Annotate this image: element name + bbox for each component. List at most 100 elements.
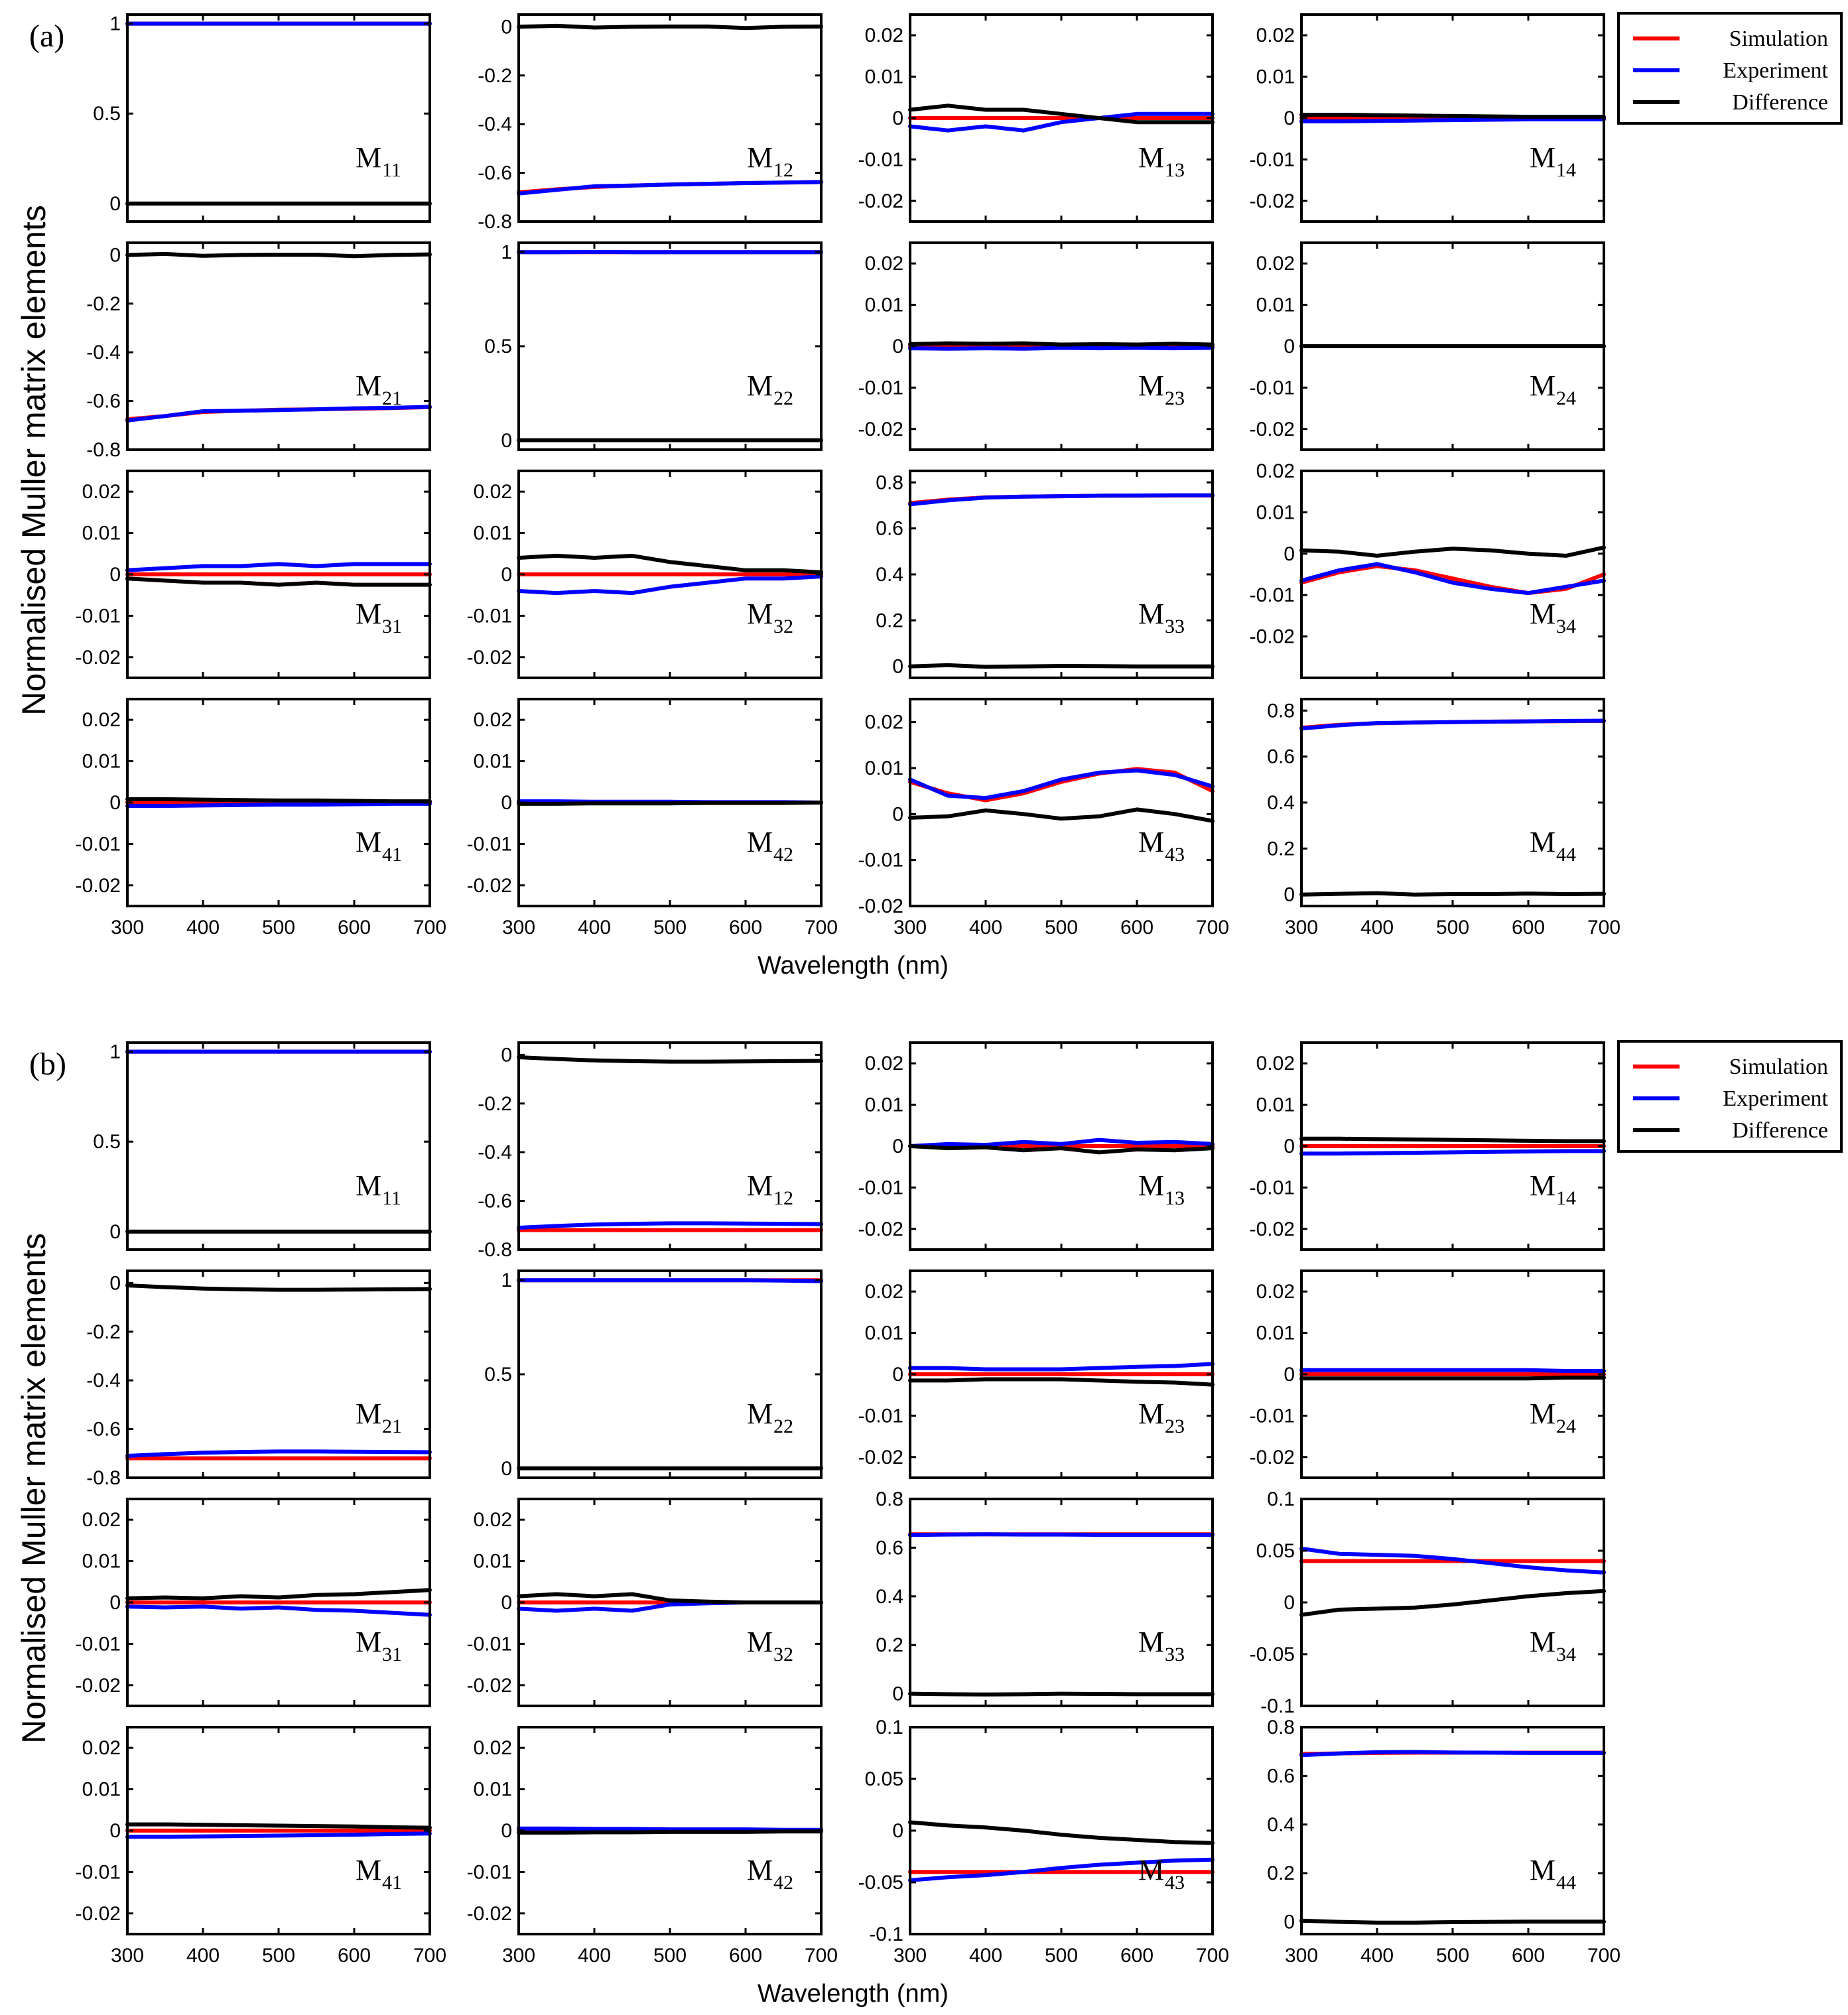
y-tick-label: 0.01	[865, 294, 903, 316]
y-tick-label: 0.02	[474, 481, 512, 503]
x-tick-label: 400	[186, 917, 220, 939]
y-tick-label: 0.5	[484, 336, 512, 358]
x-tick-label: 400	[578, 1945, 611, 1967]
subplot-m23: 0.02 0.01 0 -0.01 -0.02 M 23	[858, 1269, 1215, 1479]
subplot-m22: 0 0.5 1 M 22	[484, 241, 823, 452]
subplot-m13: 0.02 0.01 0 -0.01 -0.02 M 13	[858, 13, 1215, 223]
y-tick-label: 0.02	[82, 1509, 121, 1531]
y-tick-label: -0.01	[1250, 149, 1295, 170]
y-tick-label: 0.1	[1267, 1488, 1295, 1510]
y-tick-label: -0.02	[1250, 190, 1295, 212]
series-experiment-m44	[1299, 1750, 1606, 1758]
element-subscript: 11	[382, 1187, 401, 1209]
y-tick-label: 0.4	[876, 564, 903, 586]
series-difference-m43	[908, 1820, 1215, 1845]
y-tick-label: -0.01	[467, 1861, 512, 1883]
y-tick-label: 0	[501, 1592, 512, 1614]
series-difference-m21	[125, 1283, 432, 1292]
element-subscript: 42	[773, 1872, 793, 1894]
y-tick-label: 0.4	[1267, 792, 1295, 814]
element-label-m44: M	[1530, 1854, 1555, 1886]
element-label-m31: M	[356, 1626, 381, 1658]
series-difference-m23	[908, 1377, 1215, 1387]
series-experiment-m33	[908, 1532, 1215, 1537]
y-tick-label: 0.01	[865, 66, 903, 88]
element-label-m23: M	[1138, 1398, 1164, 1430]
y-tick-label: 0	[109, 564, 121, 586]
axes-frame	[909, 1498, 1214, 1707]
element-label-m41: M	[356, 1854, 381, 1886]
y-tick-label: 0	[892, 656, 903, 678]
series-experiment-m13	[908, 111, 1215, 133]
series-experiment-m14	[1299, 1149, 1606, 1156]
element-subscript: 11	[382, 159, 401, 181]
x-tick-label: 700	[1587, 917, 1620, 939]
y-tick-label: 0.05	[865, 1768, 903, 1790]
y-tick-label: -0.8	[478, 211, 512, 233]
y-tick-label: 0.01	[865, 757, 903, 779]
series-difference-m33	[908, 1691, 1215, 1697]
series-experiment-m44	[1299, 718, 1606, 731]
y-tick-label: -0.01	[858, 850, 903, 872]
element-subscript: 24	[1556, 1415, 1576, 1437]
subplot-m33: 0.8 0.6 0.4 0.2 0 M 33	[876, 1488, 1215, 1707]
y-tick-label: 1	[501, 241, 512, 263]
panel-label: (b)	[29, 1047, 66, 1082]
element-subscript: 12	[773, 159, 793, 181]
y-tick-label: 0	[501, 430, 512, 452]
y-tick-label: 0	[501, 792, 512, 814]
y-tick-label: -0.05	[858, 1872, 903, 1894]
element-subscript: 44	[1556, 844, 1576, 866]
y-tick-label: 0.01	[1256, 1323, 1295, 1344]
x-tick-label: 400	[1360, 917, 1394, 939]
y-tick-label: -0.8	[478, 1239, 512, 1261]
y-tick-label: -0.01	[467, 1633, 512, 1655]
x-tick-label: 300	[502, 1945, 535, 1967]
legend-label-simulation: Simulation	[1729, 1055, 1828, 1079]
panel-b: (b)00.51M 110-0.2-0.4-0.6-0.8M 120.020.010…	[15, 1040, 1843, 2008]
element-subscript: 31	[382, 616, 402, 637]
subplot-m21: 0 -0.2 -0.4 -0.6 -0.8 M 21	[86, 241, 432, 461]
element-label-m14: M	[1530, 141, 1555, 174]
x-axis-label: Wavelength (nm)	[758, 952, 949, 980]
y-tick-label: 1	[501, 1269, 512, 1291]
series-experiment-m34	[1299, 562, 1606, 596]
element-label-m41: M	[356, 826, 381, 858]
x-tick-label: 500	[653, 917, 687, 939]
series-experiment-m32	[517, 574, 823, 596]
element-label-m24: M	[1530, 1398, 1555, 1430]
legend-label-difference: Difference	[1732, 1118, 1828, 1143]
y-tick-label: 0	[109, 244, 121, 266]
y-tick-label: 0.02	[474, 1509, 512, 1531]
y-tick-label: -0.4	[478, 1141, 512, 1163]
x-tick-label: 600	[729, 1945, 762, 1967]
series-difference-m41	[125, 797, 432, 804]
y-tick-label: -0.02	[1250, 419, 1295, 440]
series-difference-m12	[517, 23, 823, 31]
y-tick-label: -0.2	[478, 65, 512, 87]
legend-label-difference: Difference	[1732, 90, 1828, 115]
element-subscript: 21	[382, 1415, 402, 1437]
element-label-m43: M	[1138, 826, 1164, 858]
y-tick-label: 0.6	[1267, 746, 1295, 768]
y-tick-label: -0.02	[467, 875, 512, 897]
subplot-m11: 0 0.5 1 M 11	[93, 1041, 432, 1251]
subplot-m12: 0 -0.2 -0.4 -0.6 -0.8 M 12	[478, 1041, 823, 1261]
y-tick-label: -0.1	[1260, 1695, 1295, 1717]
y-tick-label: 0.2	[1267, 1862, 1295, 1884]
y-tick-label: 0	[1284, 1136, 1295, 1157]
y-tick-label: -0.4	[86, 1370, 121, 1392]
element-label-m23: M	[1138, 369, 1164, 402]
element-subscript: 13	[1165, 159, 1185, 181]
subplot-m31: 0.02 0.01 0 -0.01 -0.02 M 31	[76, 1498, 432, 1707]
x-tick-label: 700	[413, 1945, 446, 1967]
element-subscript: 34	[1556, 616, 1576, 637]
element-label-m14: M	[1530, 1169, 1555, 1202]
y-tick-label: 0.5	[93, 103, 121, 125]
y-tick-label: -0.8	[86, 1467, 121, 1489]
y-tick-label: 0	[501, 16, 512, 38]
subplot-m21: 0 -0.2 -0.4 -0.6 -0.8 M 21	[86, 1269, 432, 1489]
element-label-m33: M	[1138, 598, 1164, 630]
x-tick-label: 300	[893, 1945, 927, 1967]
